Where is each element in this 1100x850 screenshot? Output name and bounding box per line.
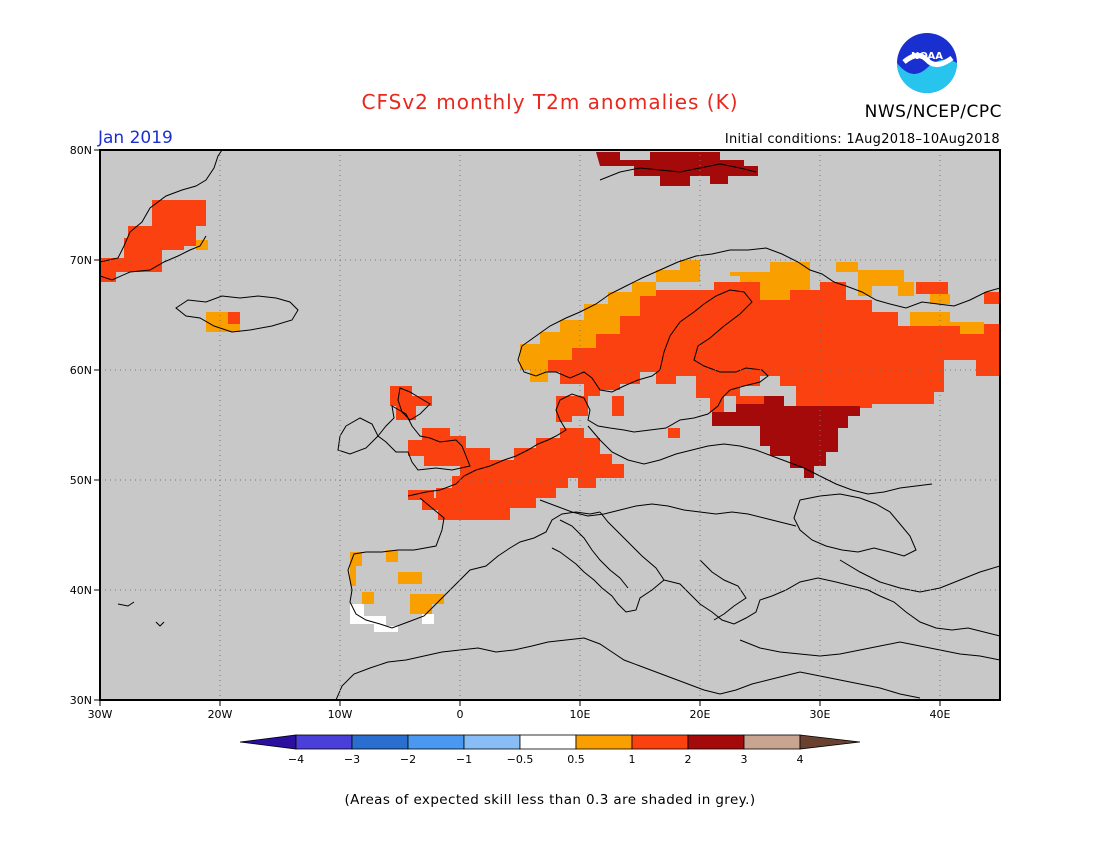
anomaly-brittany [408,490,434,500]
colorbar-swatch-1 [295,734,353,750]
colorbar-swatch-7 [631,734,689,750]
anomaly-sw-iberia [350,604,398,632]
colorbar-label: −0.5 [507,753,534,766]
anomaly-kola-orange-2 [836,262,858,272]
colorbar-high-arrow [799,734,861,750]
colorbar-swatch-9 [743,734,801,750]
skill-footnote: (Areas of expected skill less than 0.3 a… [344,792,756,808]
anomaly-svalbard [596,152,758,186]
coastlines [100,150,1000,700]
colorbar-swatch-2 [351,734,409,750]
colorbar-label: 4 [797,753,804,766]
anomaly-iberia-c [362,592,374,604]
colorbar-swatch-6 [575,734,633,750]
lon-label-10e: 10E [570,708,591,721]
anomaly-baltic-red [736,396,764,404]
colorbar-low-arrow [239,734,297,750]
lon-label-0: 0 [457,708,464,721]
lat-label-40n: 40N [70,584,92,597]
anomaly-iberia-a [386,550,398,562]
colorbar-swatch-8 [687,734,745,750]
lon-label-40e: 40E [930,708,951,721]
colorbar-label: 3 [741,753,748,766]
anomaly-white-sea-orange [858,270,914,296]
colorbar-label: −2 [400,753,416,766]
anomaly-west-europe [408,428,624,520]
lon-label-30e: 30E [810,708,831,721]
lat-label-50n: 50N [70,474,92,487]
forecast-month: Jan 2019 [98,128,173,148]
gridlines [100,150,1000,700]
lon-label-20w: 20W [208,708,233,721]
anomaly-bornholm [612,396,624,416]
initial-conditions: Initial conditions: 1Aug2018–10Aug2018 [724,132,1000,147]
colorbar-label: −1 [456,753,472,766]
anomaly-far-east [984,292,1000,304]
lon-label-10w: 10W [328,708,353,721]
anomaly-iberia-d [410,594,444,614]
colorbar-swatch-5 [519,734,577,750]
anomaly-iberia-b [398,572,422,584]
anomaly-east-orange [930,294,950,304]
map-frame [99,149,1001,701]
agency-label: NWS/NCEP/CPC [864,102,1002,122]
anomaly-scotland [390,386,432,420]
lon-label-30w: 30W [88,708,113,721]
anomaly-greenland [100,200,206,282]
anomaly-iceland-core [228,312,240,324]
axis-ticks [94,149,941,706]
colorbar-swatch-3 [407,734,465,750]
anomaly-shading [100,152,1000,632]
colorbar-swatch-4 [463,734,521,750]
colorbar-label: 0.5 [567,753,585,766]
noaa-logo-text: NOAA [911,51,943,62]
lat-label-30n: 30N [70,694,92,707]
anomaly-kola-orange [730,262,810,300]
lat-label-80n: 80N [70,144,92,157]
map-title: CFSv2 monthly T2m anomalies (K) [361,90,739,114]
colorbar-label: −3 [344,753,360,766]
lat-label-60n: 60N [70,364,92,377]
anomaly-iberia-west [350,552,362,586]
anomaly-east-red [916,282,948,294]
anomaly-poland-dot [668,428,680,438]
lon-label-20e: 20E [690,708,711,721]
colorbar [239,734,861,750]
anomaly-pechora-orange [910,312,984,334]
colorbar-label: 1 [629,753,636,766]
anomaly-greenland-fringe [196,240,208,250]
lat-label-70n: 70N [70,254,92,267]
anomaly-norway-coast [520,260,700,382]
noaa-logo: NOAA [896,32,958,94]
anomaly-scandinavia [548,272,1000,412]
colorbar-label: −4 [288,753,304,766]
colorbar-label: 2 [685,753,692,766]
map-background [100,150,1000,700]
anomaly-iberia-white-2 [422,614,434,624]
anomaly-belarus [712,396,860,478]
